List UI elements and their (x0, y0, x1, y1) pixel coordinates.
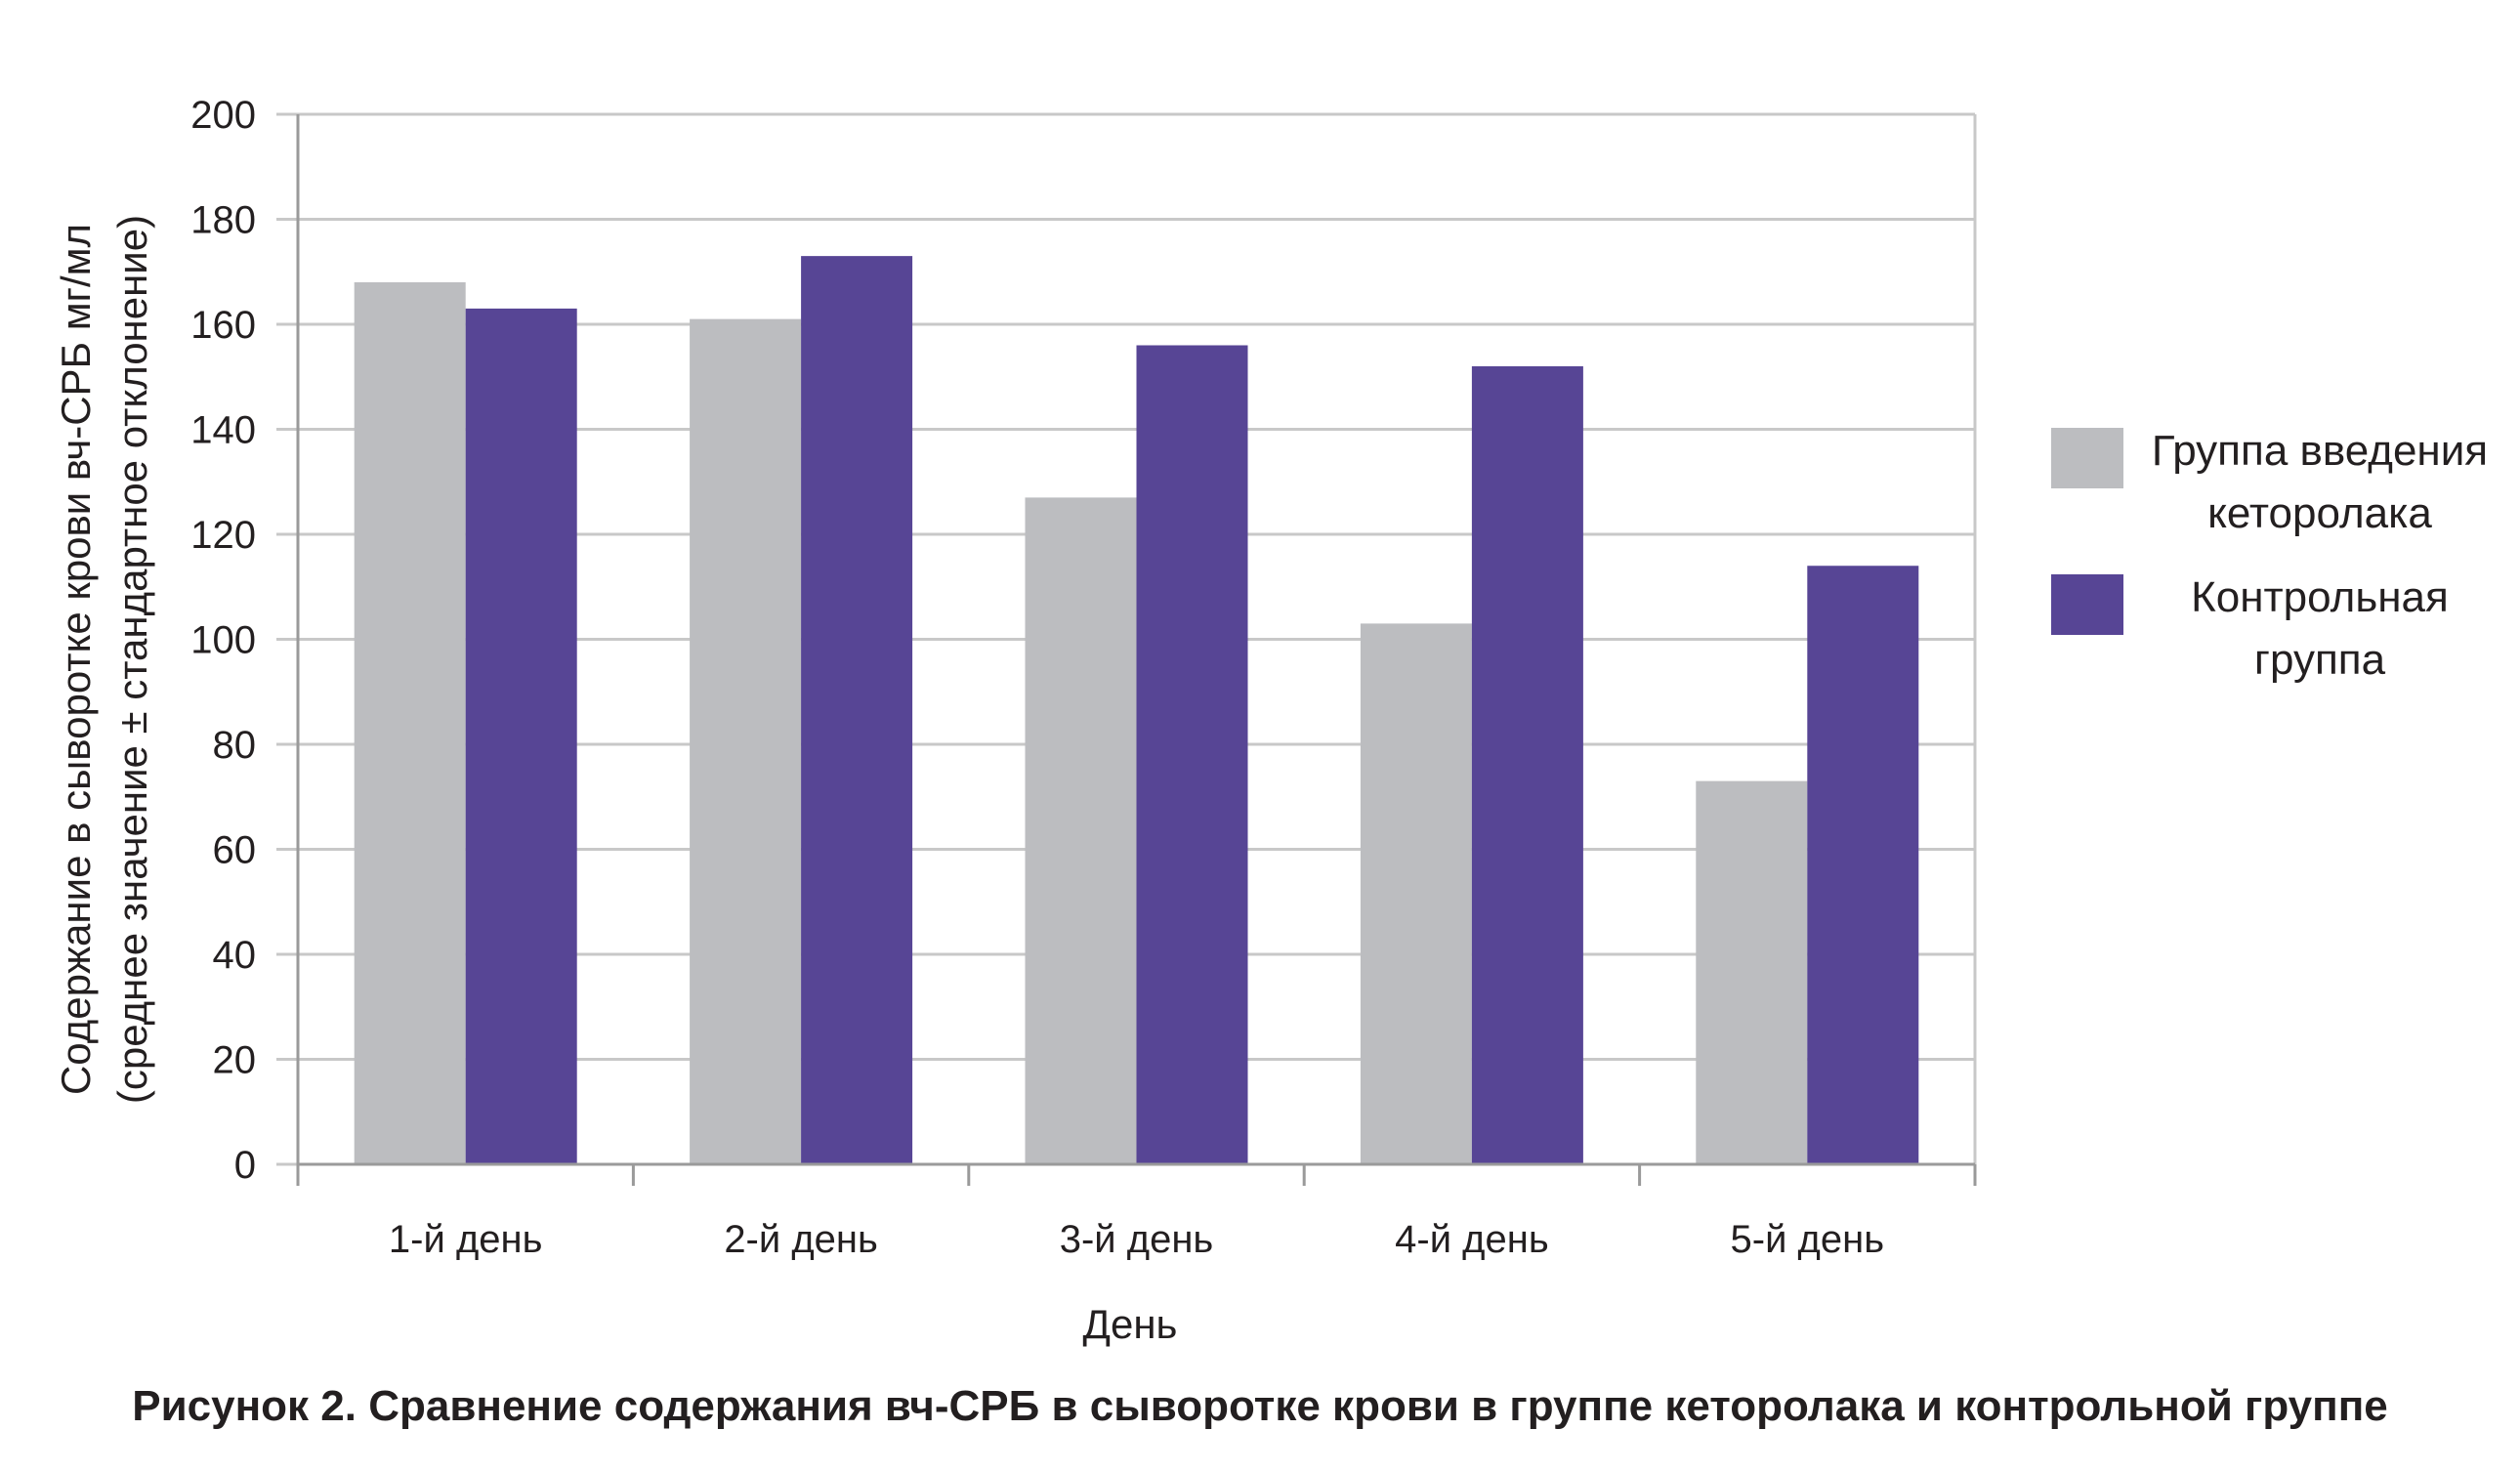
y-tick-label: 160 (190, 304, 256, 347)
y-tick-label: 20 (213, 1039, 257, 1082)
axes (296, 114, 1977, 1186)
legend-swatch-control (2051, 574, 2123, 635)
y-tick-label: 80 (213, 724, 257, 767)
bar-series1-2 (690, 318, 802, 1164)
legend-label-control: Контрольная группа (2129, 567, 2510, 692)
y-tick-label: 140 (190, 409, 256, 452)
legend-label-control-line2: группа (2253, 636, 2386, 684)
legend-item-control: Контрольная группа (2051, 567, 2510, 713)
y-tick-label: 180 (190, 199, 256, 242)
legend-label-ketorolac-line2: кеторолака (2207, 489, 2432, 537)
y-tick-label: 0 (234, 1144, 256, 1187)
bar-series1-3 (1025, 497, 1137, 1164)
legend-label-ketorolac-line1: Группа введения (2151, 427, 2489, 475)
y-axis-title-line1: Содержание в сыворотке крови вч-СРБ мг/м… (53, 224, 99, 1095)
y-tick-label: 100 (190, 619, 256, 662)
x-tick-labels: 1-й день 2-й день 3-й день 4-й день 5-й день (389, 1218, 1884, 1261)
bars (354, 256, 1919, 1164)
y-tick-labels: 0 20 40 60 80 100 120 140 160 180 200 (190, 94, 256, 1187)
y-tick-label: 120 (190, 514, 256, 557)
y-tick-label: 40 (213, 934, 257, 977)
x-tick-label: 4-й день (1395, 1218, 1549, 1261)
x-tick-label: 3-й день (1060, 1218, 1214, 1261)
y-tick-label: 60 (213, 829, 257, 872)
legend-label-ketorolac: Группа введения кеторолака (2129, 420, 2510, 545)
x-axis-title: День (1083, 1301, 1178, 1347)
bar-series2-1 (465, 308, 577, 1164)
bar-series2-4 (1471, 366, 1583, 1164)
y-axis-title-line2: (среднее значение ± стандартное отклонен… (109, 215, 155, 1104)
bar-series1-1 (354, 282, 466, 1164)
bar-series1-5 (1696, 780, 1808, 1164)
x-tick-label: 2-й день (724, 1218, 878, 1261)
y-tick-label: 200 (190, 94, 256, 137)
bar-series1-4 (1360, 623, 1472, 1164)
figure-caption: Рисунок 2. Сравнение содержания вч-СРБ в… (132, 1382, 2388, 1430)
x-tick-label: 5-й день (1731, 1218, 1885, 1261)
bar-series2-2 (801, 256, 913, 1164)
legend-item-ketorolac: Группа введения кеторолака (2051, 420, 2510, 567)
bar-series2-5 (1807, 566, 1919, 1164)
legend: Группа введения кеторолака Контрольная г… (2051, 420, 2510, 713)
legend-label-control-line1: Контрольная (2191, 573, 2449, 621)
bar-series2-3 (1136, 345, 1248, 1164)
x-tick-label: 1-й день (389, 1218, 543, 1261)
legend-swatch-ketorolac (2051, 428, 2123, 488)
